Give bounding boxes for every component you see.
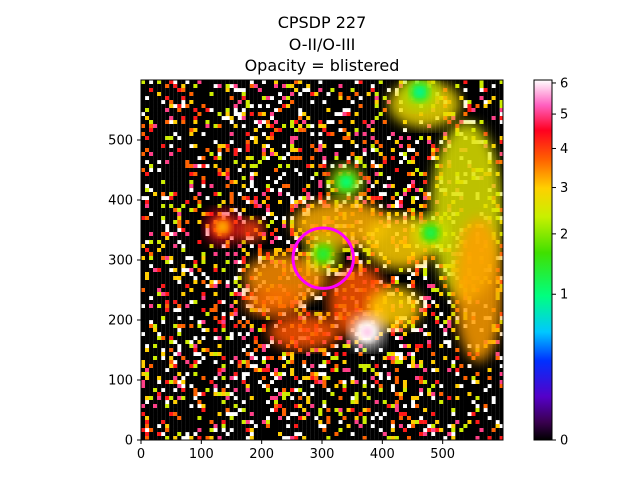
colorbar-tick-label: 2 <box>560 227 568 242</box>
y-tick-label: 300 <box>108 254 133 269</box>
colorbar-tick-label: 4 <box>560 142 568 157</box>
y-tick-label: 200 <box>108 314 133 329</box>
bright-source-4 <box>328 164 365 200</box>
x-tick-label: 200 <box>249 447 274 462</box>
bright-source-6 <box>349 314 386 350</box>
x-tick-label: 300 <box>310 447 335 462</box>
colorbar-tick-label: 1 <box>560 288 568 303</box>
x-axis-ticks: 0 100 200 300 400 500 <box>137 440 455 462</box>
colorbar-ticks: 0 1 2 3 4 5 6 <box>552 76 568 449</box>
bright-source-5 <box>204 209 241 245</box>
colorbar-tick-label: 6 <box>560 76 568 91</box>
colorbar-tick-label: 3 <box>560 181 568 196</box>
colorbar-frame <box>533 79 553 441</box>
bright-source-3 <box>401 80 438 110</box>
y-tick-label: 0 <box>125 434 133 449</box>
y-axis-ticks: 0 100 200 300 400 500 <box>108 134 141 449</box>
x-tick-label: 0 <box>137 447 145 462</box>
colorbar-tick-label: 5 <box>560 108 568 123</box>
heatmap-emission-regions <box>204 80 503 362</box>
chart-title-line-3: Opacity = blistered <box>245 56 400 75</box>
x-tick-label: 100 <box>189 447 214 462</box>
colorbar-tick-label: 0 <box>560 434 568 449</box>
y-tick-label: 500 <box>108 134 133 149</box>
colorbar-gradient <box>534 80 552 440</box>
y-tick-label: 100 <box>108 374 133 389</box>
aperture-circle <box>291 226 355 290</box>
x-tick-label: 500 <box>430 447 455 462</box>
x-tick-label: 400 <box>370 447 395 462</box>
heatmap-image <box>141 80 503 440</box>
bright-source-2 <box>412 215 449 251</box>
bright-source-1 <box>305 236 342 272</box>
chart-title-line-1: CPSDP 227 <box>278 13 367 32</box>
chart-title-line-2: O-II/O-III <box>289 35 356 54</box>
colorbar: 0 1 2 3 4 5 6 <box>533 76 568 449</box>
y-tick-label: 400 <box>108 194 133 209</box>
